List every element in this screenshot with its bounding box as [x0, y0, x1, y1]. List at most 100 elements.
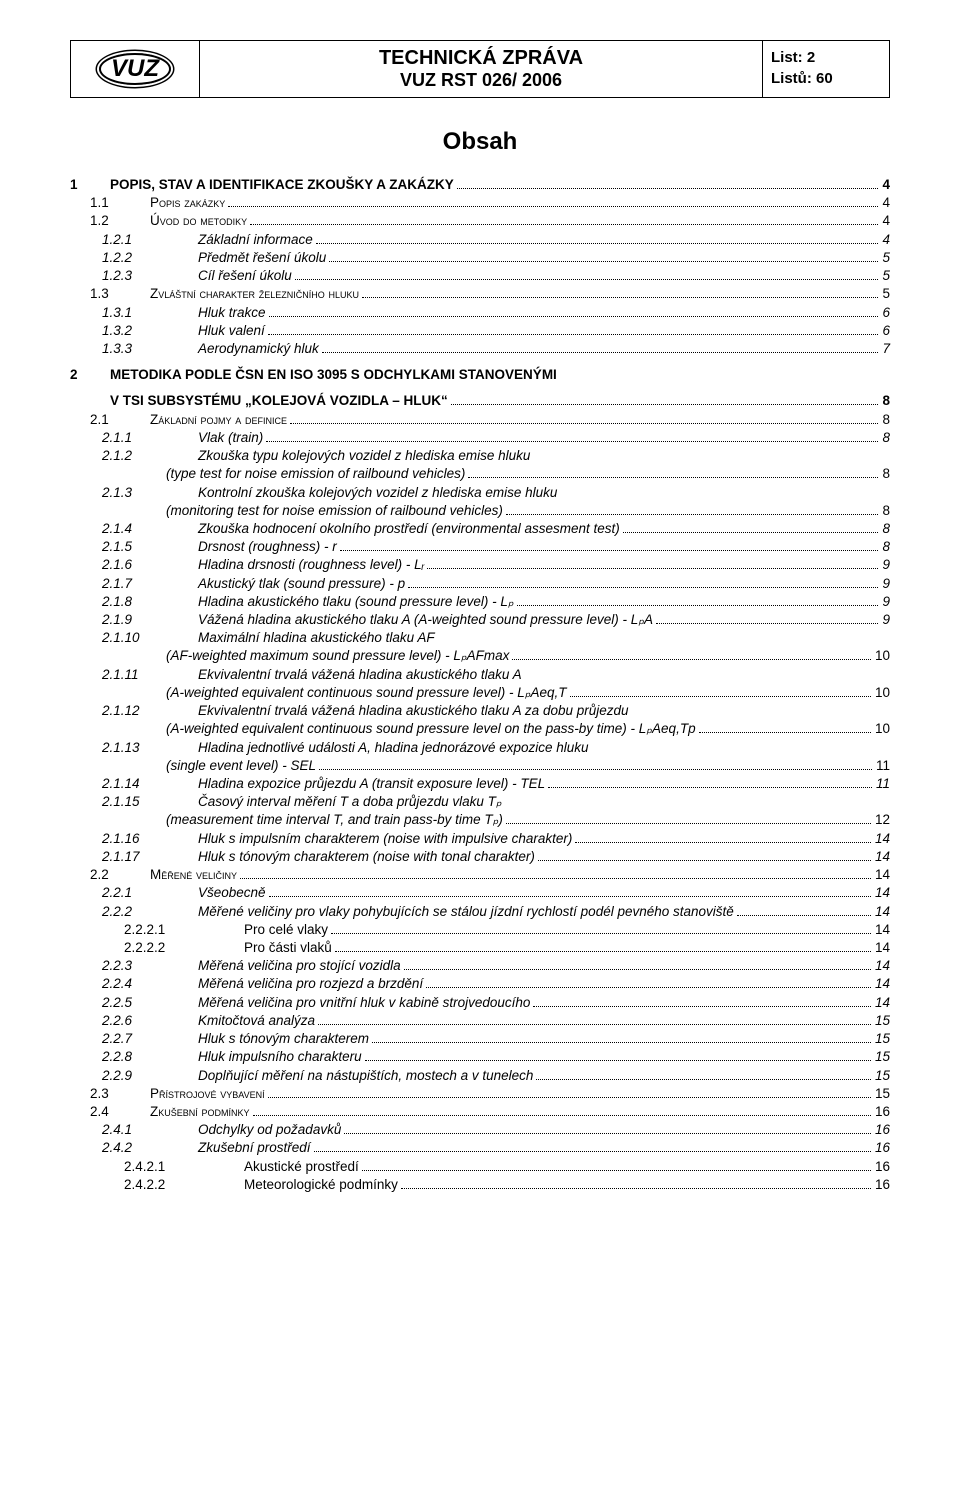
toc-page: 15	[873, 1030, 890, 1048]
toc-label: Zkouška typu kolejových vozidel z hledis…	[198, 447, 531, 465]
toc-number: 2.2.2.1	[70, 921, 244, 939]
toc-page: 6	[880, 322, 890, 340]
toc-row: 2.2.2.2Pro části vlaků14	[70, 939, 890, 957]
toc-page: 16	[873, 1176, 890, 1194]
toc-number: 1.1	[70, 194, 150, 212]
toc-page: 8	[880, 392, 890, 410]
toc-label: Měřené veličiny	[150, 866, 238, 884]
toc-number: 2.2.2	[70, 903, 198, 921]
toc-leader	[506, 514, 879, 515]
toc-label: (A-weighted equivalent continuous sound …	[70, 720, 697, 738]
toc-number: 1.3.2	[70, 322, 198, 340]
toc-row: 1.3.2Hluk valení6	[70, 322, 890, 340]
toc-number: 2.2.7	[70, 1030, 198, 1048]
toc-label: Pro části vlaků	[244, 939, 333, 957]
toc-label: Hluk impulsního charakteru	[198, 1048, 363, 1066]
toc-page: 5	[880, 249, 890, 267]
toc-leader	[575, 842, 871, 843]
toc-label: (monitoring test for noise emission of r…	[70, 502, 504, 520]
toc-row: 2.3Přístrojové vybavení15	[70, 1085, 890, 1103]
toc-row: 1POPIS, STAV A IDENTIFIKACE ZKOUŠKY A ZA…	[70, 176, 890, 194]
toc-label: Maximální hladina akustického tlaku AF	[198, 629, 436, 647]
toc-page: 15	[873, 1012, 890, 1030]
toc-page: 10	[873, 684, 890, 702]
toc-number: 2.4.2	[70, 1139, 198, 1157]
toc-label: Ekvivalentní trvalá vážená hladina akust…	[198, 702, 630, 720]
toc-leader	[457, 188, 879, 189]
toc-page: 4	[880, 194, 890, 212]
toc-page: 14	[873, 939, 890, 957]
toc-row: 1.1Popis zakázky4	[70, 194, 890, 212]
toc-page: 8	[880, 465, 890, 483]
toc-leader	[570, 696, 871, 697]
toc-row: 2.1.14Hladina expozice průjezdu A (trans…	[70, 775, 890, 793]
toc-label: (A-weighted equivalent continuous sound …	[70, 684, 568, 702]
toc-label: Meteorologické podmínky	[244, 1176, 399, 1194]
toc-row: 2.1.7Akustický tlak (sound pressure) - p…	[70, 575, 890, 593]
report-title: TECHNICKÁ ZPRÁVA	[206, 47, 756, 70]
toc-label: Hladina expozice průjezdu A (transit exp…	[198, 775, 546, 793]
toc-leader	[316, 243, 879, 244]
toc-row: 2.1.16Hluk s impulsním charakterem (nois…	[70, 830, 890, 848]
toc-label: Úvod do metodiky	[150, 212, 248, 230]
toc-row: 2.2.4Měřená veličina pro rozjezd a brzdě…	[70, 975, 890, 993]
toc-number: 2.1.9	[70, 611, 198, 629]
toc-label: Hluk s tónovým charakterem (noise with t…	[198, 848, 536, 866]
toc-label: Zkušební podmínky	[150, 1103, 251, 1121]
toc-label: Aerodynamický hluk	[198, 340, 320, 358]
toc-number: 2.1.4	[70, 520, 198, 538]
toc-label: Ekvivalentní trvalá vážená hladina akust…	[198, 666, 523, 684]
toc-number: 1.2.2	[70, 249, 198, 267]
toc-row: 2.1.17Hluk s tónovým charakterem (noise …	[70, 848, 890, 866]
toc-label: Předmět řešení úkolu	[198, 249, 327, 267]
toc-row: 1.2.1Základní informace4	[70, 231, 890, 249]
toc-number: 1.2.1	[70, 231, 198, 249]
toc-leader	[548, 787, 872, 788]
toc-label: Časový interval měření T a doba průjezdu…	[198, 793, 503, 811]
toc-number: 2.1.14	[70, 775, 198, 793]
toc-number: 2.2.8	[70, 1048, 198, 1066]
toc-leader	[427, 568, 878, 569]
toc-number: 2.1.8	[70, 593, 198, 611]
toc-row: 2.2.8Hluk impulsního charakteru 15	[70, 1048, 890, 1066]
toc-leader	[401, 1188, 871, 1189]
toc-row: 2.1.13Hladina jednotlivé události A, hla…	[70, 739, 890, 757]
toc-leader	[408, 587, 878, 588]
toc-label: Doplňující měření na nástupištích, moste…	[198, 1067, 534, 1085]
toc-number: 2.4.2.1	[70, 1158, 244, 1176]
toc-leader	[329, 261, 878, 262]
toc-page: 8	[880, 520, 890, 538]
toc-number: 2.1.5	[70, 538, 198, 556]
toc-leader	[404, 969, 871, 970]
toc-row: 2.1.15Časový interval měření T a doba pr…	[70, 793, 890, 811]
toc-leader	[506, 823, 871, 824]
toc-number: 2.4.2.2	[70, 1176, 244, 1194]
toc-leader	[656, 623, 878, 624]
toc-row: 1.2Úvod do metodiky4	[70, 212, 890, 230]
toc-page: 11	[874, 757, 890, 775]
toc-label: POPIS, STAV A IDENTIFIKACE ZKOUŠKY A ZAK…	[110, 176, 455, 194]
toc-number: 1.3.1	[70, 304, 198, 322]
toc-label: Hladina akustického tlaku (sound pressur…	[198, 593, 515, 611]
toc-number: 2.2.9	[70, 1067, 198, 1085]
toc-row: 1.3.3Aerodynamický hluk7	[70, 340, 890, 358]
toc-label: Měřené veličiny pro vlaky pohybujících s…	[198, 903, 735, 921]
toc-row: 2.4.2.2Meteorologické podmínky 16	[70, 1176, 890, 1194]
toc-number: 2.1	[70, 411, 150, 429]
toc-leader	[536, 1079, 871, 1080]
toc-page: 15	[873, 1085, 890, 1103]
toc-leader	[331, 933, 871, 934]
toc-page: 15	[873, 1048, 890, 1066]
toc-label: METODIKA PODLE ČSN EN ISO 3095 S ODCHYLK…	[110, 366, 558, 384]
toc-leader	[295, 279, 879, 280]
toc-row: 2.4Zkušební podmínky16	[70, 1103, 890, 1121]
toc-page: 14	[873, 921, 890, 939]
toc-row: 1.2.2Předmět řešení úkolu 5	[70, 249, 890, 267]
toc-row: 2METODIKA PODLE ČSN EN ISO 3095 S ODCHYL…	[70, 366, 890, 384]
toc-row: 2.4.2Zkušební prostředí16	[70, 1139, 890, 1157]
toc-page: 6	[880, 304, 890, 322]
toc-page: 5	[880, 267, 890, 285]
toc-number: 2.1.10	[70, 629, 198, 647]
toc-page: 14	[873, 957, 890, 975]
toc-row: V TSI SUBSYSTÉMU „KOLEJOVÁ VOZIDLA – HLU…	[70, 392, 890, 410]
